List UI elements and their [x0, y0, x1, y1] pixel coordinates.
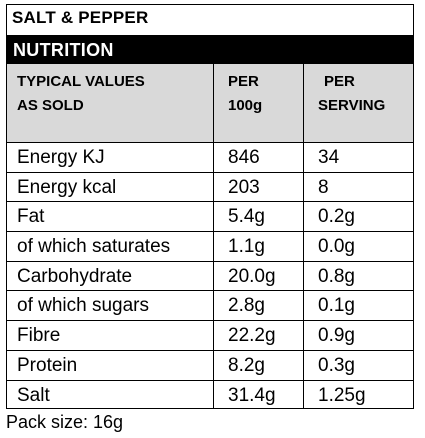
per-serving-value: 0.8g: [318, 265, 355, 287]
per-100g-value: 22.2g: [214, 321, 304, 350]
nutrition-rows: Energy KJ 846 34 Energy kcal 203 8 Fat 5…: [7, 142, 413, 410]
pack-size-note: Pack size: 16g: [6, 412, 124, 432]
nutrient-label: Protein: [7, 350, 214, 380]
header-per-serving: PER SERVING: [304, 64, 413, 142]
per-serving-value: 0.0g: [318, 236, 355, 258]
per-100g-value: 2.8g: [214, 291, 304, 321]
nutrient-label: Carbohydrate: [7, 261, 214, 291]
per-serving-value: 0.9g: [318, 325, 355, 347]
product-title: SALT & PEPPER: [12, 8, 149, 27]
per-100g-value: 1.1g: [214, 232, 304, 261]
per-100g-value: 203: [214, 172, 304, 202]
table-row: Energy KJ 846 34: [7, 142, 413, 172]
header-typical-values-line2: AS SOLD: [17, 97, 84, 114]
per-100g-value: 846: [214, 143, 304, 172]
nutrient-label: Energy KJ: [7, 143, 214, 172]
per-100g-value: 8.2g: [214, 350, 304, 380]
nutrient-label: Energy kcal: [7, 172, 214, 202]
table-row: Fat 5.4g 0.2g: [7, 201, 413, 232]
per-100g-value: 20.0g: [214, 261, 304, 291]
table-row: Energy kcal 203 8: [7, 171, 413, 202]
nutrient-label: Fat: [7, 202, 214, 232]
table-row: of which sugars 2.8g 0.1g: [7, 290, 413, 321]
nutrient-label: Salt: [7, 380, 214, 410]
per-serving-value: 1.25g: [318, 384, 366, 406]
header-per-serving-line2: SERVING: [318, 97, 386, 114]
table-header-row: TYPICAL VALUES AS SOLD PER 100g PER SERV…: [7, 63, 413, 142]
per-serving-value: 8: [318, 176, 329, 198]
header-per-100g: PER 100g: [214, 64, 304, 142]
header-per-100g-line1: PER: [228, 73, 259, 90]
nutrient-label: of which sugars: [7, 291, 214, 321]
table-row: of which saturates 1.1g 0.0g: [7, 231, 413, 261]
per-serving-value: 0.2g: [318, 206, 355, 228]
table-row: Fibre 22.2g 0.9g: [7, 320, 413, 350]
header-typical-values: TYPICAL VALUES AS SOLD: [7, 64, 214, 142]
per-100g-value: 31.4g: [214, 380, 304, 410]
per-serving-value: 0.3g: [318, 354, 355, 376]
table-row: Protein 8.2g 0.3g: [7, 349, 413, 380]
per-serving-value: 0.1g: [318, 295, 355, 317]
per-serving-value: 34: [318, 147, 340, 168]
header-per-100g-line2: 100g: [228, 97, 263, 114]
header-per-serving-line1: PER: [324, 73, 355, 90]
table-row: Salt 31.4g 1.25g: [7, 379, 413, 410]
nutrition-heading: NUTRITION: [7, 35, 413, 63]
header-typical-values-line1: TYPICAL VALUES: [17, 73, 145, 90]
nutrition-panel: SALT & PEPPER NUTRITION TYPICAL VALUES A…: [6, 4, 414, 410]
table-row: Carbohydrate 20.0g 0.8g: [7, 260, 413, 291]
per-100g-value: 5.4g: [214, 202, 304, 232]
nutrient-label: Fibre: [7, 321, 214, 350]
nutrient-label: of which saturates: [7, 232, 214, 261]
